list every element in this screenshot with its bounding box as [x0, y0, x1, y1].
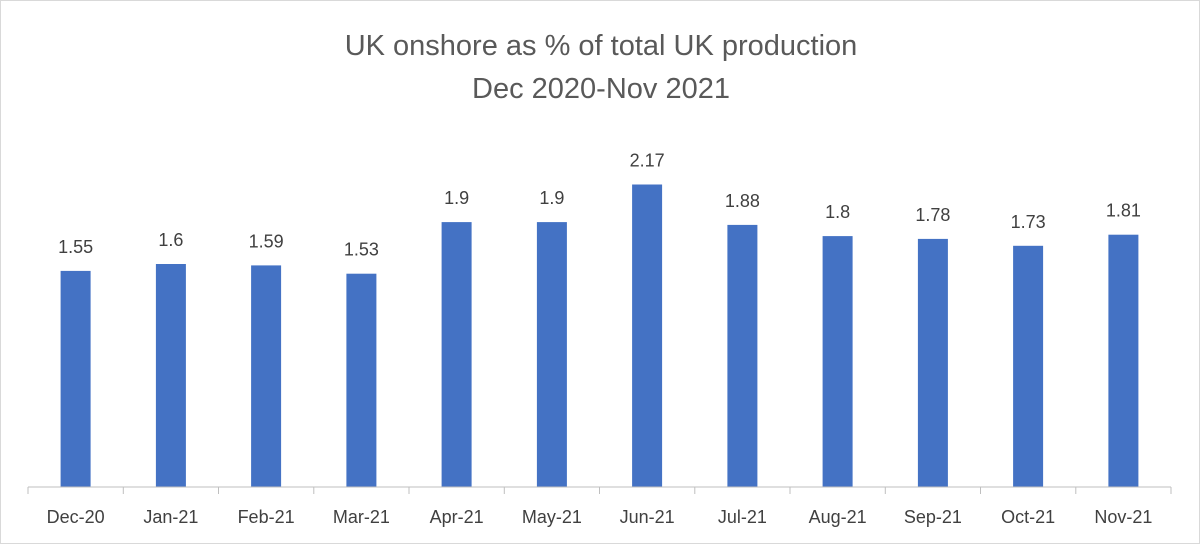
x-tick-label-sep-21: Sep-21 — [904, 507, 962, 527]
x-tick-label-jan-21: Jan-21 — [143, 507, 198, 527]
x-tick-label-jun-21: Jun-21 — [620, 507, 675, 527]
x-tick-label-aug-21: Aug-21 — [809, 507, 867, 527]
bar-jun-21 — [632, 184, 663, 487]
bar-series: 1.55 1.6 1.59 1.53 1.9 1.9 2.17 1.88 1.8 1.78 1.73… — [58, 151, 1141, 487]
bar-apr-21 — [441, 222, 472, 487]
x-tick-label-apr-21: Apr-21 — [430, 507, 484, 527]
data-label-aug-21: 1.8 — [825, 202, 850, 222]
x-tick-label-dec-20: Dec-20 — [47, 507, 105, 527]
x-tick-label-may-21: May-21 — [522, 507, 582, 527]
x-tick-label-mar-21: Mar-21 — [333, 507, 390, 527]
x-tick-label-oct-21: Oct-21 — [1001, 507, 1055, 527]
bar-jan-21 — [155, 264, 186, 487]
data-label-jan-21: 1.6 — [158, 230, 183, 250]
bar-nov-21 — [1108, 234, 1139, 487]
data-label-mar-21: 1.53 — [344, 240, 379, 260]
bar-sep-21 — [917, 238, 948, 487]
bar-dec-20 — [60, 270, 91, 487]
bar-mar-21 — [346, 273, 377, 487]
data-label-may-21: 1.9 — [539, 188, 564, 208]
data-label-oct-21: 1.73 — [1011, 212, 1046, 232]
bar-may-21 — [536, 222, 567, 487]
bar-oct-21 — [1013, 245, 1044, 487]
x-tick-label-jul-21: Jul-21 — [718, 507, 767, 527]
bar-jul-21 — [727, 224, 758, 487]
chart-title: UK onshore as % of total UK production — [345, 30, 858, 62]
x-tick-label-feb-21: Feb-21 — [238, 507, 295, 527]
x-tick-label-nov-21: Nov-21 — [1094, 507, 1152, 527]
bar-feb-21 — [251, 265, 282, 487]
data-label-jul-21: 1.88 — [725, 191, 760, 211]
data-label-sep-21: 1.78 — [915, 205, 950, 225]
bar-aug-21 — [822, 236, 853, 487]
chart-subtitle: Dec 2020-Nov 2021 — [472, 73, 730, 105]
data-label-dec-20: 1.55 — [58, 237, 93, 257]
x-axis-ticks: Dec-20 Jan-21 Feb-21 Mar-21 Apr-21 May-21 Jun-… — [27, 487, 1172, 527]
data-label-jun-21: 2.17 — [630, 151, 665, 171]
data-label-nov-21: 1.81 — [1106, 201, 1141, 221]
data-label-apr-21: 1.9 — [444, 188, 469, 208]
data-label-feb-21: 1.59 — [249, 231, 284, 251]
